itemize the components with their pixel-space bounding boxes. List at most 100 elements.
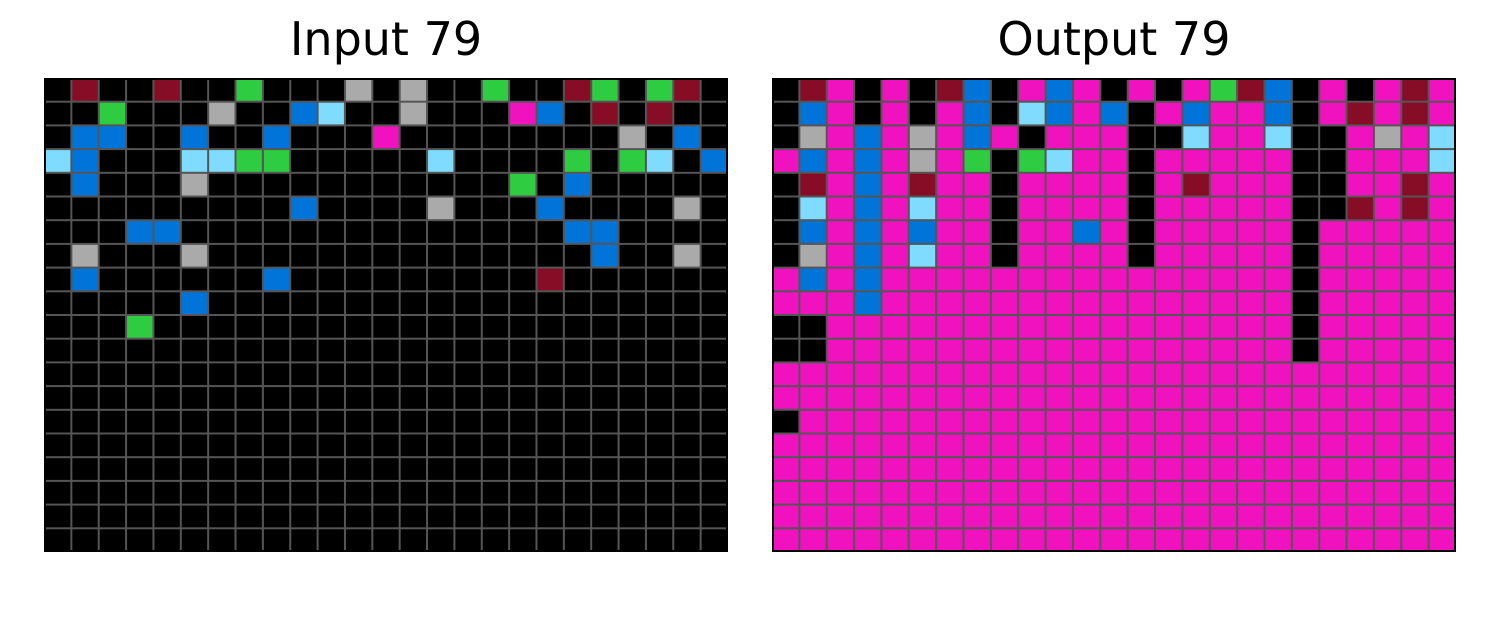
output-cell [773, 244, 799, 267]
output-cell [1320, 529, 1346, 551]
input-cell [181, 387, 208, 409]
output-cell [1101, 292, 1127, 314]
output-cell [937, 102, 963, 125]
output-cell [1320, 410, 1346, 433]
input-cell [674, 268, 700, 291]
output-cell [827, 102, 854, 125]
output-cell [1019, 102, 1045, 125]
output-cell [909, 79, 936, 101]
input-cell [45, 197, 71, 220]
output-cell [1238, 292, 1264, 314]
input-cell [482, 221, 509, 243]
input-cell [263, 197, 290, 220]
output-cell [1210, 363, 1237, 386]
output-cell [1019, 79, 1045, 101]
output-cell [1183, 434, 1209, 457]
input-cell [564, 481, 591, 504]
output-cell [1347, 363, 1373, 386]
output-cell [1265, 221, 1291, 243]
input-cell [400, 292, 427, 314]
input-cell [537, 387, 563, 409]
input-cell [209, 150, 235, 172]
input-cell [181, 221, 208, 243]
output-cell [1238, 363, 1264, 386]
input-cell [564, 126, 591, 149]
input-cell [209, 363, 235, 386]
output-cell [1238, 197, 1264, 220]
input-cell [592, 102, 618, 125]
output-cell [1210, 505, 1237, 528]
input-cell [291, 197, 317, 220]
output-cell [1429, 410, 1455, 433]
output-cell [937, 363, 963, 386]
input-cell [564, 173, 591, 196]
input-cell [181, 434, 208, 457]
input-cell [209, 126, 235, 149]
input-cell [537, 150, 563, 172]
output-cell [1238, 387, 1264, 409]
input-cell [482, 197, 509, 220]
input-cell [291, 363, 317, 386]
input-cell [592, 126, 618, 149]
input-cell [646, 268, 673, 291]
output-cell [991, 221, 1018, 243]
input-cell [592, 434, 618, 457]
output-cell [1128, 529, 1155, 551]
output-cell [1238, 126, 1264, 149]
output-cell [1101, 102, 1127, 125]
output-cell [1402, 529, 1428, 551]
input-cell [482, 244, 509, 267]
output-cell [855, 529, 881, 551]
output-cell [1183, 102, 1209, 125]
output-cell [937, 505, 963, 528]
output-cell [1238, 244, 1264, 267]
output-cell [909, 363, 936, 386]
input-cell [592, 79, 618, 101]
input-cell [236, 221, 262, 243]
input-cell [373, 481, 399, 504]
input-cell [45, 339, 71, 362]
output-cell [1265, 150, 1291, 172]
output-cell [1019, 458, 1045, 480]
input-cell [318, 79, 344, 101]
output-cell [1265, 505, 1291, 528]
input-cell [428, 387, 454, 409]
output-cell [1046, 316, 1072, 338]
output-cell [800, 292, 826, 314]
output-cell [991, 339, 1018, 362]
output-cell [1347, 481, 1373, 504]
output-cell [1210, 221, 1237, 243]
input-cell [291, 150, 317, 172]
input-cell [99, 363, 126, 386]
output-cell [882, 481, 908, 504]
output-cell [1019, 268, 1045, 291]
input-cell [482, 268, 509, 291]
input-cell [45, 221, 71, 243]
input-panel-title: Input 79 [289, 12, 483, 66]
output-cell [1347, 126, 1373, 149]
input-cell [181, 244, 208, 267]
input-cell [291, 316, 317, 338]
output-cell [937, 268, 963, 291]
input-cell [701, 268, 727, 291]
input-cell [291, 244, 317, 267]
input-cell [236, 458, 262, 480]
output-cell [855, 410, 881, 433]
input-cell [537, 221, 563, 243]
input-cell [592, 173, 618, 196]
input-cell [127, 244, 153, 267]
input-cell [209, 529, 235, 551]
input-cell [181, 126, 208, 149]
output-cell [909, 221, 936, 243]
input-cell [564, 102, 591, 125]
input-cell [428, 244, 454, 267]
input-cell [181, 173, 208, 196]
output-cell [1320, 244, 1346, 267]
input-cell [236, 244, 262, 267]
input-cell [646, 339, 673, 362]
output-cell [1101, 221, 1127, 243]
output-cell [1374, 197, 1401, 220]
input-cell [701, 481, 727, 504]
input-cell [127, 173, 153, 196]
output-cell [1046, 434, 1072, 457]
